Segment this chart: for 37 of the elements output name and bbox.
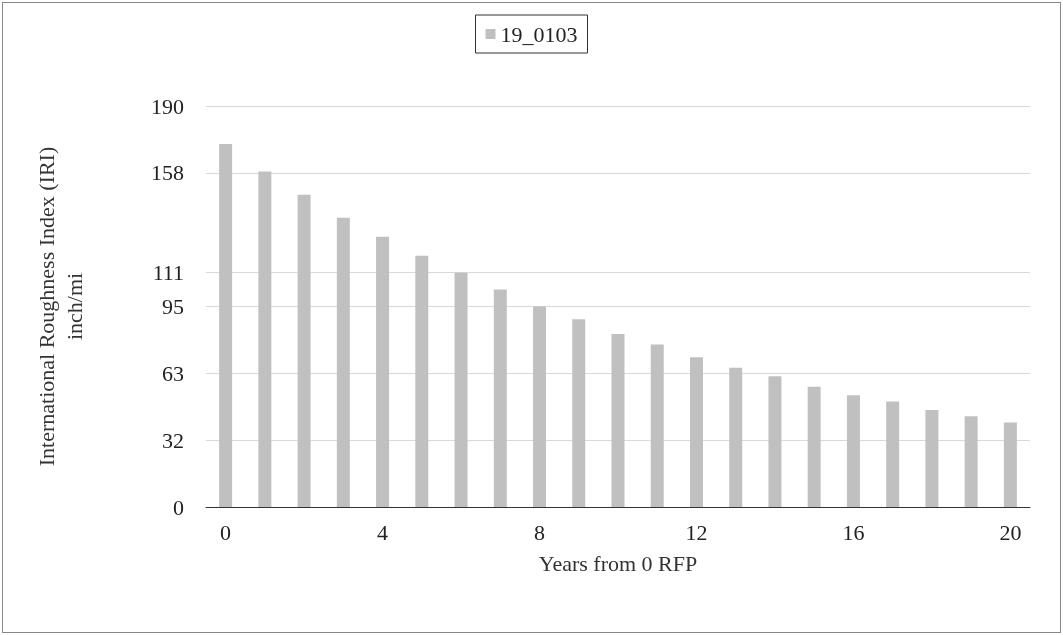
bar [846, 395, 860, 507]
x-tick-label: 20 [999, 519, 1022, 545]
x-tick-label: 16 [842, 519, 865, 545]
bar [219, 143, 233, 507]
bar [572, 319, 586, 507]
bar [415, 255, 429, 507]
bar [1003, 422, 1017, 507]
y-tick-label: 0 [173, 494, 184, 520]
bar [493, 289, 507, 507]
y-tick-label: 32 [162, 427, 184, 453]
bar [689, 357, 703, 507]
x-axis-title: Years from 0 RFP [538, 550, 698, 576]
bar [807, 386, 821, 507]
bar [258, 171, 272, 507]
bar [454, 272, 468, 507]
y-tick-label: 158 [151, 160, 184, 186]
bar [297, 194, 311, 507]
bar [886, 401, 900, 507]
x-tick-label: 0 [220, 519, 232, 545]
bar [768, 376, 782, 507]
x-tick-label: 4 [377, 519, 389, 545]
bar [336, 217, 350, 507]
y-tick-label: 111 [152, 260, 184, 286]
bar [729, 367, 743, 507]
bar [925, 409, 939, 507]
bar [611, 333, 625, 507]
bar [964, 416, 978, 507]
bar [650, 344, 664, 507]
y-tick-label: 95 [162, 294, 184, 319]
y-tick-label: 63 [162, 360, 184, 386]
x-tick-label: 12 [685, 519, 708, 545]
y-tick-label: 190 [151, 93, 184, 119]
y-axis-title: International Roughness Index (IRI) inch/mi [33, 146, 87, 467]
legend-label: 19_0103 [500, 21, 578, 47]
x-tick-label: 8 [534, 519, 546, 545]
bar [376, 236, 390, 507]
bar [533, 306, 547, 507]
